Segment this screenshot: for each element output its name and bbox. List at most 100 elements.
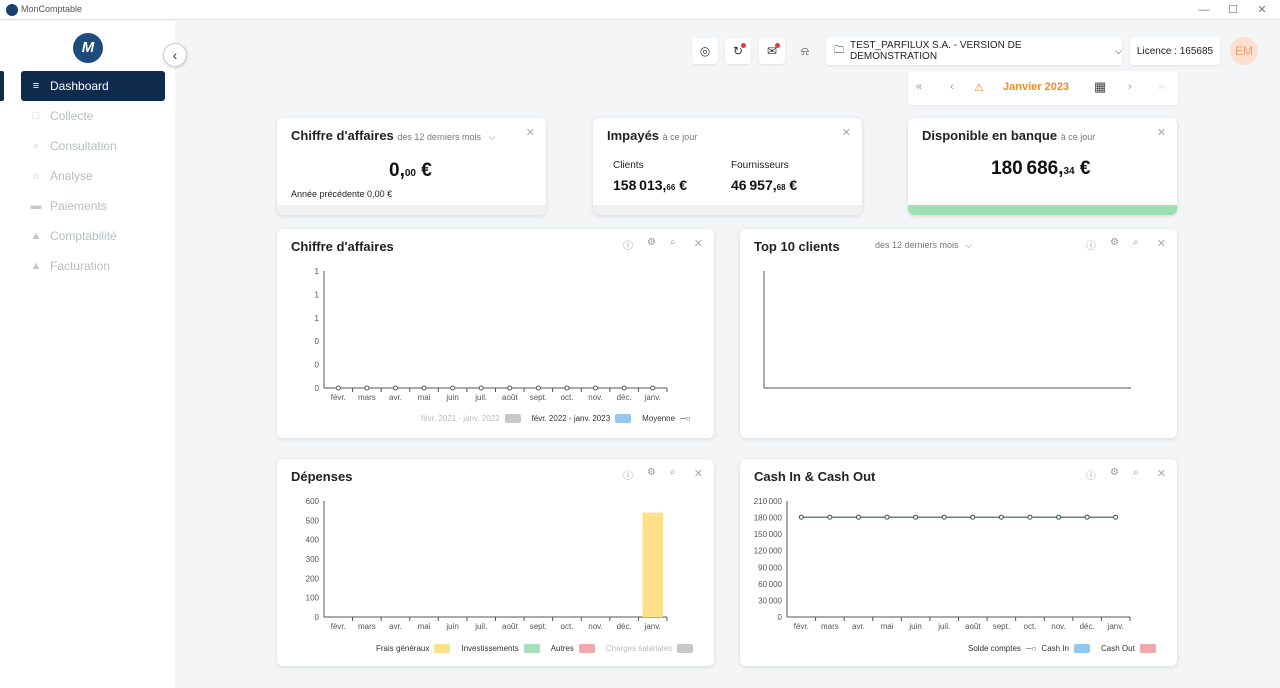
y-tick-label: 0 [778,613,783,622]
close-icon[interactable]: ✕ [1156,468,1166,480]
y-tick-label: 100 [306,594,320,603]
legend-label: Autres [550,644,574,653]
fournisseurs-label: Fournisseurs [731,160,789,171]
bell-icon-button[interactable]: ⍾ [792,38,818,64]
prev-period-icon[interactable]: ‹ [950,81,954,93]
legend-label: févr. 2021 - janv. 2022 [421,414,500,423]
moyenne-point [593,385,599,391]
zoom-icon[interactable]: ⌕ [1133,467,1139,478]
ca-line-chart: 1 1 1 0 0 0 févr. mars avr. mai juin juil. août sept.… [315,267,668,402]
close-icon[interactable]: ✕ [525,127,535,139]
period-selector[interactable]: des 12 derniers mois ⌵ [875,240,972,250]
x-tick-label: sept. [530,622,547,631]
sync-icon: ↻ [732,44,744,58]
clients-label: Clients [613,160,644,171]
x-tick-label: mai [418,393,431,402]
moyenne-point [335,385,341,391]
calendar-icon[interactable]: ▦ [1094,79,1107,94]
gear-icon[interactable]: ⚙ [1110,467,1119,478]
sidebar-item-label: Analyse [50,169,93,183]
sidebar-item-dashboard[interactable]: ≡ Dashboard [21,71,165,101]
x-tick-label: nov. [1051,622,1066,631]
x-tick-label: nov. [588,622,603,631]
x-tick-label: oct. [561,622,574,631]
moyenne-point [507,385,513,391]
y-tick-label: 0 [315,613,320,622]
window-title: MonComptable [21,4,83,14]
y-tick-label: 1 [315,314,320,323]
sidebar-item-analyse[interactable]: ☼ Analyse [21,161,165,191]
sync-icon-button[interactable]: ↻ [725,38,751,64]
help-icon[interactable]: ⓘ [623,471,633,482]
solde-point [884,514,890,520]
legend-label: Cash Out [1101,644,1135,653]
moyenne-point [621,385,627,391]
gear-icon[interactable]: ⚙ [1110,237,1119,248]
sidebar-item-label: Dashboard [50,79,109,93]
card-icon: ▬ [30,200,42,212]
file-icon: □ [32,110,40,122]
banque-card: Disponible en banque à ce jour ✕ 180 686… [908,118,1177,215]
help-icon[interactable]: ⓘ [1086,471,1096,482]
depenses-card: Dépenses ⓘ ⚙ ⌕ ✕ 600 500 400 300 200 100 0 févr… [277,459,714,666]
help-icon[interactable]: ⓘ [623,241,633,252]
period-label[interactable]: Janvier 2023 [1003,81,1070,93]
moyenne-point [392,385,398,391]
minimize-button[interactable]: — [1198,4,1210,16]
top10-empty-chart [763,271,1131,389]
user-icon: ▲ [30,230,42,242]
y-tick-label: 90 000 [758,563,782,572]
app-logo: M [73,33,103,63]
zoom-icon[interactable]: ⌕ [670,467,676,478]
close-icon[interactable]: ✕ [693,468,703,480]
sidebar-collapse-button[interactable]: ‹ [163,43,187,67]
zoom-icon[interactable]: ⌕ [670,237,676,248]
sidebar-item-collecte[interactable]: □ Collecte [21,101,165,131]
search-icon: ⌕ [32,139,40,152]
help-icon[interactable]: ⓘ [1086,241,1096,252]
x-tick-label: avr. [852,622,865,631]
zoom-icon[interactable]: ⌕ [1133,237,1139,248]
active-indicator [0,71,4,101]
sidebar-item-facturation[interactable]: ▲ Facturation [21,251,165,281]
solde-point [1027,514,1033,520]
close-icon[interactable]: ✕ [1156,238,1166,250]
sidebar-item-consultation[interactable]: ⌕ Consultation [21,131,165,161]
gear-icon[interactable]: ⚙ [647,237,656,248]
solde-point [827,514,833,520]
moyenne-point [450,385,456,391]
target-icon-button[interactable]: ◎ [692,38,718,64]
solde-point [798,514,804,520]
close-icon[interactable]: ✕ [1156,127,1166,139]
close-icon[interactable]: ✕ [693,238,703,250]
y-tick-label: 180 000 [754,514,783,523]
mail-icon-button[interactable]: ✉ [759,38,785,64]
avatar[interactable]: EM [1230,37,1258,65]
close-icon[interactable]: ✕ [841,127,851,139]
x-tick-label: févr. [331,393,346,402]
mail-icon: ✉ [766,44,778,58]
bulb-icon: ☼ [30,170,42,182]
sidebar-item-paiements[interactable]: ▬ Paiements [21,191,165,221]
last-period-icon[interactable]: » [1158,81,1165,93]
first-period-icon[interactable]: « [916,81,923,93]
y-tick-label: 0 [315,361,320,370]
close-window-button[interactable]: ✕ [1257,4,1267,16]
chart-icon: ≡ [32,80,40,92]
card-title: Cash In & Cash Out [754,469,876,484]
sidebar-item-label: Collecte [50,109,94,123]
next-period-icon[interactable]: › [1128,81,1132,93]
x-tick-label: nov. [588,393,603,402]
company-selector[interactable]: 🗀 TEST_PARFILUX S.A. - VERSION DE DEMONS… [826,37,1122,65]
legend-label: Moyenne [642,414,676,423]
x-tick-label: juin [445,622,458,631]
maximize-button[interactable]: ☐ [1228,4,1238,16]
sidebar-item-comptabilite[interactable]: ▲ Comptabilité [21,221,165,251]
y-tick-label: 0 [315,384,320,393]
legend-swatch [1074,644,1090,653]
x-tick-label: juil. [474,393,487,402]
legend-line-marker: ─○ [1025,644,1037,653]
gear-icon[interactable]: ⚙ [647,467,656,478]
app-icon [6,4,18,16]
x-tick-label: févr. [794,622,809,631]
